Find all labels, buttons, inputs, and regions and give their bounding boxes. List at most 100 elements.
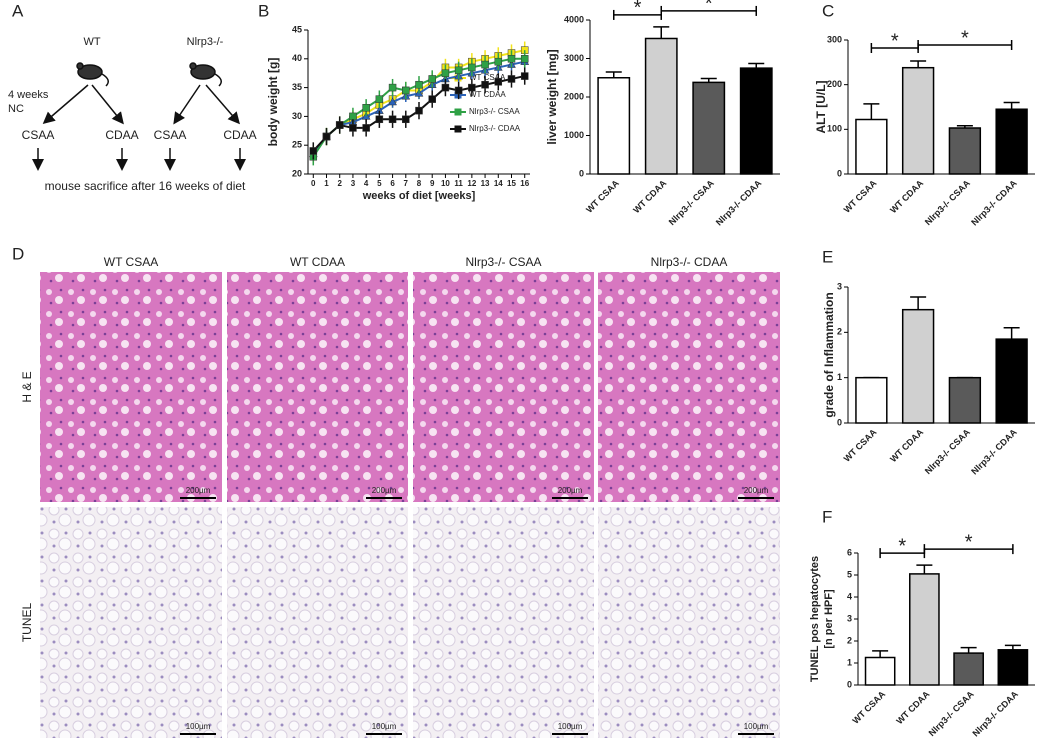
y-tick-label: 1000 bbox=[564, 130, 584, 140]
micrograph bbox=[227, 272, 408, 502]
bar bbox=[855, 118, 888, 175]
x-tick-label: Nlrp3-/- CDAA bbox=[714, 178, 764, 228]
y-tick-label: 100 bbox=[827, 124, 842, 134]
x-tick-label: 10 bbox=[441, 179, 450, 188]
x-tick-label: WT CSAA bbox=[842, 178, 879, 215]
y-axis-label: ALT [U/L] bbox=[814, 80, 828, 133]
pre-diet: NC bbox=[8, 103, 24, 115]
panel-label: C bbox=[822, 1, 834, 20]
y-axis-label: TUNEL pos hepatocytes bbox=[809, 556, 821, 682]
bar bbox=[739, 67, 773, 175]
scale-label: 200µm bbox=[744, 486, 769, 495]
significance: * bbox=[634, 0, 642, 19]
x-tick-label: 13 bbox=[481, 179, 490, 188]
y-tick-label: 3 bbox=[847, 613, 852, 623]
group-label: WT bbox=[83, 36, 100, 48]
x-tick-label: 0 bbox=[311, 179, 316, 188]
x-tick-label: 15 bbox=[507, 179, 516, 188]
significance: * bbox=[891, 30, 899, 52]
marker bbox=[309, 147, 318, 155]
marker bbox=[335, 121, 344, 129]
marker bbox=[468, 63, 476, 72]
y-tick-label: 4 bbox=[847, 591, 852, 601]
marker bbox=[362, 104, 370, 112]
micrograph bbox=[413, 272, 594, 502]
y-tick-label: 4000 bbox=[564, 14, 584, 24]
marker bbox=[349, 124, 357, 132]
y-axis-label: liver weight [mg] bbox=[545, 49, 559, 144]
x-tick-label: Nlrp3-/- CDAA bbox=[970, 689, 1020, 739]
bar bbox=[901, 66, 935, 175]
marker bbox=[454, 86, 463, 95]
legend-label: WT CDAA bbox=[469, 90, 506, 99]
bar bbox=[948, 127, 982, 175]
marker bbox=[388, 83, 397, 92]
y-tick-label: 0 bbox=[579, 168, 584, 178]
y-tick-label: 30 bbox=[292, 111, 302, 121]
marker bbox=[441, 69, 450, 77]
row-label: TUNEL bbox=[20, 603, 34, 643]
micrograph bbox=[598, 507, 780, 738]
legend-marker bbox=[454, 108, 462, 116]
marker bbox=[454, 66, 463, 75]
significance: * bbox=[705, 0, 713, 15]
marker bbox=[362, 124, 370, 132]
scale-label: 200µm bbox=[558, 486, 583, 495]
y-tick-label: 45 bbox=[292, 24, 302, 34]
diet-label: CDAA bbox=[105, 128, 138, 142]
panel-label: B bbox=[258, 1, 269, 20]
x-tick-label: WT CSAA bbox=[584, 178, 621, 215]
x-tick-label: Nlrp3-/- CDAA bbox=[969, 178, 1019, 228]
x-tick-label: 7 bbox=[404, 179, 409, 188]
x-tick-label: 3 bbox=[351, 179, 356, 188]
x-tick-label: 14 bbox=[494, 179, 503, 188]
scale-label: 100µm bbox=[372, 722, 397, 731]
y-tick-label: 1 bbox=[847, 657, 852, 667]
x-tick-label: 12 bbox=[467, 179, 476, 188]
x-tick-label: WT CSAA bbox=[850, 689, 887, 726]
diet-label: CDAA bbox=[223, 128, 256, 142]
x-tick-label: 5 bbox=[377, 179, 382, 188]
y-tick-label: 40 bbox=[292, 53, 302, 63]
y-tick-label: 2 bbox=[847, 635, 852, 645]
x-tick-label: 8 bbox=[417, 179, 422, 188]
y-tick-label: 3000 bbox=[564, 53, 584, 63]
y-tick-label: 300 bbox=[827, 34, 842, 44]
x-tick-label: 11 bbox=[454, 179, 463, 188]
marker bbox=[494, 78, 503, 86]
y-axis-label: body weight [g] bbox=[266, 58, 280, 147]
x-tick-label: 16 bbox=[520, 179, 529, 188]
y-tick-label: 3 bbox=[837, 281, 842, 291]
y-axis-label: [n per HPF] bbox=[823, 589, 835, 649]
x-tick-label: WT CSAA bbox=[842, 427, 879, 464]
y-axis-label: grade of Inflammation bbox=[822, 292, 836, 417]
x-tick-label: 2 bbox=[337, 179, 342, 188]
marker bbox=[415, 80, 423, 89]
panel-label: F bbox=[822, 507, 832, 526]
marker bbox=[481, 60, 489, 69]
marker bbox=[402, 115, 410, 124]
marker bbox=[415, 106, 423, 115]
marker bbox=[428, 95, 436, 103]
y-tick-label: 0 bbox=[837, 168, 842, 178]
bar bbox=[901, 308, 935, 424]
diet-label: CSAA bbox=[154, 128, 187, 142]
marker bbox=[322, 132, 331, 141]
micrograph bbox=[598, 272, 780, 502]
x-tick-label: 9 bbox=[430, 179, 435, 188]
legend-label: WT CSAA bbox=[469, 73, 506, 82]
legend-label: Nlrp3-/- CDAA bbox=[469, 124, 521, 133]
column-title: WT CDAA bbox=[290, 255, 345, 269]
bar bbox=[995, 108, 1028, 175]
bar bbox=[953, 652, 984, 686]
marker bbox=[349, 112, 357, 121]
x-tick-label: Nlrp3-/- CDAA bbox=[969, 427, 1019, 477]
x-tick-label: WT CDAA bbox=[888, 178, 925, 215]
y-tick-label: 1 bbox=[837, 372, 842, 382]
marker bbox=[494, 57, 503, 66]
y-tick-label: 5 bbox=[847, 569, 852, 579]
column-title: Nlrp3-/- CDAA bbox=[651, 255, 728, 269]
significance: * bbox=[898, 535, 906, 557]
